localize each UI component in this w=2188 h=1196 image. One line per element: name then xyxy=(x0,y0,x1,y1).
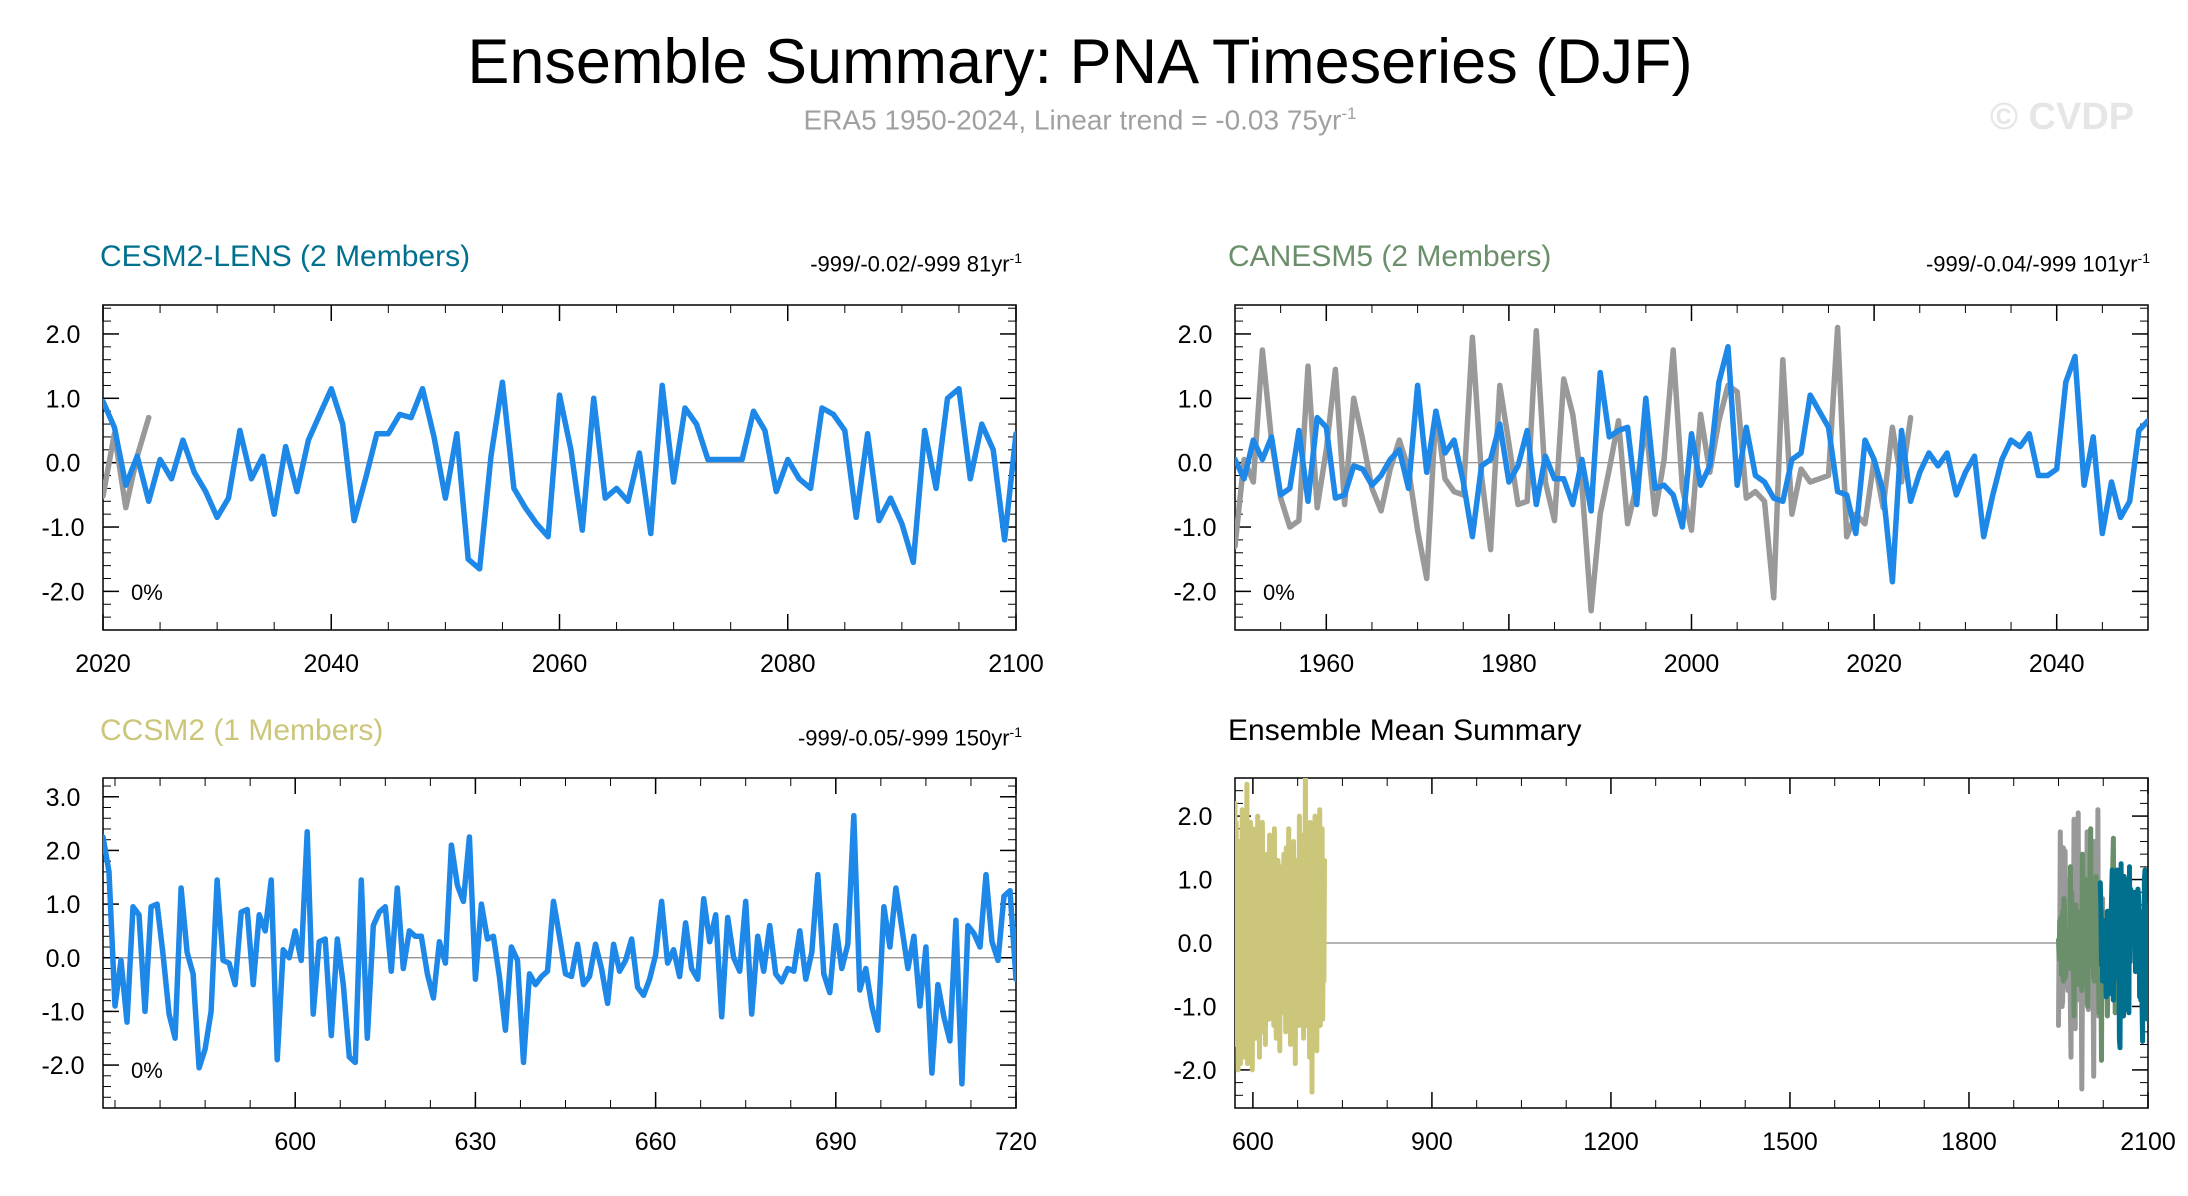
ccsm2-ytick-label: 3.0 xyxy=(46,784,81,812)
subtitle-exponent: -1 xyxy=(1341,104,1357,123)
canesm5-trend-text: -999/-0.04/-999 101yr xyxy=(1925,251,2138,277)
summary-xtick-label: 1800 xyxy=(1941,1128,1997,1156)
ccsm2-xtick-label: 600 xyxy=(274,1128,316,1156)
page-title: Ensemble Summary: PNA Timeseries (DJF) xyxy=(467,27,1693,97)
cesm2-ytick-label: 1.0 xyxy=(46,385,81,413)
summary-plot: -2.0 -1.0 0.0 1.0 2.0 600 900 1200 1500 1800 2100 xyxy=(1173,777,2176,1156)
cesm2-series-1 xyxy=(103,379,1016,572)
ccsm2-xtick-label: 660 xyxy=(635,1128,677,1156)
canesm5-ytick-label: 2.0 xyxy=(1178,321,1213,349)
canesm5-xtick-label: 1980 xyxy=(1481,650,1537,678)
cesm2-series-0 xyxy=(103,414,152,511)
cesm2-percent-label: 0% xyxy=(131,580,163,605)
summary-ytick-label: 2.0 xyxy=(1178,803,1213,831)
summary-xtick-label: 600 xyxy=(1232,1128,1274,1156)
ccsm2-ytick-label: -1.0 xyxy=(41,998,84,1026)
canesm5-xtick-label: 1960 xyxy=(1298,650,1354,678)
summary-ytick-label: 1.0 xyxy=(1178,867,1213,895)
ccsm2-plot: -2.0 -1.0 0.0 1.0 2.0 3.0 600 630 660 690 720 0% xyxy=(41,777,1037,1156)
summary-ytick-label: 0.0 xyxy=(1178,930,1213,958)
canesm5-ytick-label: -2.0 xyxy=(1173,578,1216,606)
summary-xtick-label: 1200 xyxy=(1583,1128,1639,1156)
summary-xtick-label: 900 xyxy=(1411,1128,1453,1156)
canesm5-xtick-label: 2000 xyxy=(1664,650,1720,678)
ccsm2-ytick-label: 1.0 xyxy=(46,891,81,919)
ccsm2-percent-label: 0% xyxy=(131,1058,163,1083)
cesm2-xtick-label: 2100 xyxy=(988,650,1044,678)
ccsm2-panel-title: CCSM2 (1 Members) xyxy=(100,714,384,747)
ccsm2-ytick-label: 0.0 xyxy=(46,945,81,973)
ccsm2-xtick-label: 630 xyxy=(455,1128,497,1156)
page-subtitle: ERA5 1950-2024, Linear trend = -0.03 75y… xyxy=(0,104,2160,136)
cesm2-ytick-label: -1.0 xyxy=(41,514,84,542)
ccsm2-trend-text: -999/-0.05/-999 150yr xyxy=(797,725,1010,751)
canesm5-series-1 xyxy=(1235,344,2148,585)
ccsm2-series-0 xyxy=(103,812,1016,1087)
cesm2-ytick-label: 2.0 xyxy=(46,321,81,349)
cesm2-xtick-label: 2040 xyxy=(303,650,359,678)
canesm5-trend-label: -999/-0.04/-999 101yr-1 xyxy=(1800,250,2150,277)
summary-series-0 xyxy=(1235,778,1327,1095)
cesm2-frame xyxy=(102,304,1017,631)
canesm5-series-0 xyxy=(1235,324,1914,614)
ccsm2-trend-exp: -1 xyxy=(1009,724,1022,740)
cesm2-xtick-label: 2060 xyxy=(532,650,588,678)
canesm5-trend-exp: -1 xyxy=(2137,250,2150,266)
ccsm2-xtick-label: 690 xyxy=(815,1128,857,1156)
cesm2-trend-label: -999/-0.02/-999 81yr-1 xyxy=(700,250,1022,277)
summary-series-3 xyxy=(2097,861,2148,1051)
cesm2-panel-title: CESM2-LENS (2 Members) xyxy=(100,240,471,273)
canesm5-plot: -2.0 -1.0 0.0 1.0 2.0 1960 1980 2000 2020 2040 0% xyxy=(1173,304,2149,678)
ccsm2-ytick-label: 2.0 xyxy=(46,837,81,865)
subtitle-text: ERA5 1950-2024, Linear trend = -0.03 75y… xyxy=(803,104,1342,136)
ccsm2-trend-label: -999/-0.05/-999 150yr-1 xyxy=(700,724,1022,751)
cesm2-trend-exp: -1 xyxy=(1009,250,1022,266)
canesm5-panel-title: CANESM5 (2 Members) xyxy=(1228,240,1552,273)
cesm2-plot: -2.0 -1.0 0.0 1.0 2.0 2020 2040 2060 2080 2100 0% xyxy=(41,304,1044,678)
canesm5-ytick-label: 0.0 xyxy=(1178,450,1213,478)
cesm2-xtick-label: 2020 xyxy=(75,650,131,678)
cesm2-ytick-label: -2.0 xyxy=(41,578,84,606)
canesm5-xtick-label: 2020 xyxy=(1846,650,1902,678)
cvdp-watermark: © CVDP xyxy=(1990,96,2135,138)
canesm5-frame xyxy=(1234,304,2149,631)
cesm2-trend-text: -999/-0.02/-999 81yr xyxy=(810,251,1010,277)
canesm5-percent-label: 0% xyxy=(1263,580,1295,605)
summary-xtick-label: 2100 xyxy=(2120,1128,2176,1156)
summary-xtick-label: 1500 xyxy=(1762,1128,1818,1156)
canesm5-xtick-label: 2040 xyxy=(2029,650,2085,678)
summary-ytick-label: -1.0 xyxy=(1173,993,1216,1021)
cesm2-xtick-label: 2080 xyxy=(760,650,816,678)
canesm5-ytick-label: -1.0 xyxy=(1173,514,1216,542)
summary-panel-title: Ensemble Mean Summary xyxy=(1228,714,1582,747)
ccsm2-ytick-label: -2.0 xyxy=(41,1052,84,1080)
canesm5-ytick-label: 1.0 xyxy=(1178,385,1213,413)
cesm2-ytick-label: 0.0 xyxy=(46,450,81,478)
ccsm2-xtick-label: 720 xyxy=(995,1128,1037,1156)
summary-ytick-label: -2.0 xyxy=(1173,1057,1216,1085)
